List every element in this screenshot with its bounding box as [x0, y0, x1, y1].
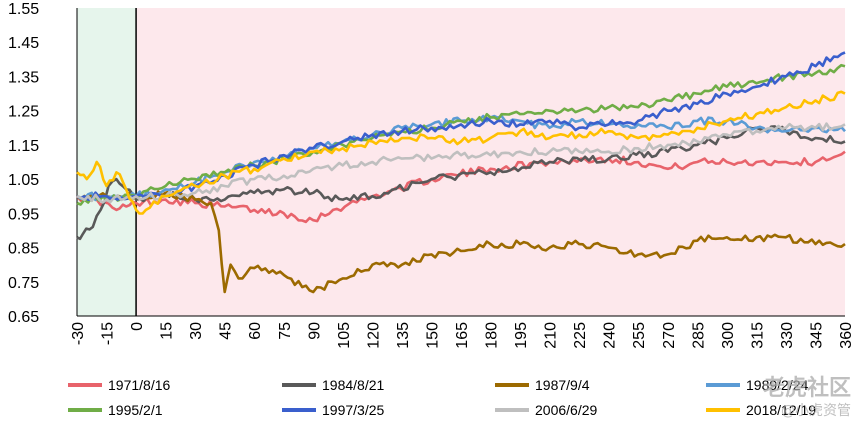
shaded-region-0 — [77, 8, 137, 316]
x-tick-label: 180 — [484, 322, 501, 349]
x-tick-label: 360 — [838, 322, 855, 349]
y-tick-label: 1.15 — [8, 138, 39, 155]
x-tick-label: 45 — [218, 322, 235, 340]
x-tick-label: 255 — [631, 322, 648, 349]
legend-swatch — [706, 408, 740, 412]
x-tick-label: -30 — [70, 322, 87, 345]
legend-swatch — [68, 383, 102, 387]
legend-swatch — [495, 408, 529, 412]
x-tick-label: 300 — [720, 322, 737, 349]
x-tick-label: 210 — [543, 322, 560, 349]
y-tick-label: 1.05 — [8, 172, 39, 189]
legend-item: 1987/9/4 — [495, 374, 590, 396]
x-tick-label: 15 — [159, 322, 176, 340]
watermark-handle: @小虎资管 — [781, 403, 851, 419]
x-tick-label: 225 — [572, 322, 589, 349]
x-tick-label: 195 — [513, 322, 530, 349]
legend-label: 1989/2/24 — [746, 377, 809, 393]
y-tick-label: 1.45 — [8, 35, 39, 52]
series-line-1995/2/1 — [76, 63, 846, 206]
x-tick-label: 345 — [808, 322, 825, 349]
line-chart: 0.65 0.75 0.85 0.95 1.05 1.15 1.25 1.35 1.45 1.55… — [8, 1, 855, 349]
x-tick-label: 330 — [779, 322, 796, 349]
series-line-2006/6/29 — [76, 122, 846, 204]
legend-label: 1987/9/4 — [535, 377, 590, 393]
x-tick-label: 75 — [277, 322, 294, 340]
legend-swatch — [282, 408, 316, 412]
x-tick-label: 135 — [395, 322, 412, 349]
x-tick-label: 165 — [454, 322, 471, 349]
legend-label: 1997/3/25 — [322, 402, 385, 418]
legend-item: 1995/2/1 — [68, 399, 163, 421]
watermark-title: 老虎社区 — [762, 376, 851, 401]
x-tick-label: 0 — [129, 322, 146, 331]
legend-label: 2018/12/19 — [746, 402, 817, 418]
legend-label: 1995/2/1 — [108, 402, 163, 418]
legend-item: 2006/6/29 — [495, 399, 597, 421]
x-tick-label: 240 — [602, 322, 619, 349]
y-tick-label: 1.35 — [8, 69, 39, 86]
x-tick-label: 285 — [690, 322, 707, 349]
x-tick-label: 90 — [306, 322, 323, 340]
series-lines — [76, 51, 846, 294]
series-line-2018/12/19 — [76, 90, 846, 215]
x-tick-label: 150 — [424, 322, 441, 349]
legend: 1971/8/16 1984/8/21 1987/9/4 1989/2/24 1995/… — [0, 374, 863, 428]
legend-label: 2006/6/29 — [535, 402, 598, 418]
legend-item: 1971/8/16 — [68, 374, 170, 396]
legend-item: 1989/2/24 — [706, 374, 808, 396]
y-tick-label: 1.25 — [8, 104, 39, 121]
x-tick-label: 30 — [188, 322, 205, 340]
legend-item: 2018/12/19 — [706, 399, 816, 421]
legend-item: 1997/3/25 — [282, 399, 384, 421]
x-tick-label: 120 — [365, 322, 382, 349]
series-line-1987/9/4 — [76, 190, 846, 294]
legend-item: 1984/8/21 — [282, 374, 384, 396]
x-tick-label: 60 — [247, 322, 264, 340]
legend-label: 1971/8/16 — [108, 377, 171, 393]
legend-swatch — [495, 383, 529, 387]
x-tick-label: -15 — [100, 322, 117, 345]
y-tick-label: 0.95 — [8, 206, 39, 223]
y-tick-label: 0.75 — [8, 275, 39, 292]
legend-swatch — [282, 383, 316, 387]
watermark: 老虎社区 @小虎资管 — [763, 376, 851, 420]
axes — [76, 8, 845, 317]
x-tick-label: 270 — [661, 322, 678, 349]
x-tick-label: 315 — [749, 322, 766, 349]
legend-swatch — [706, 383, 740, 387]
legend-swatch — [68, 408, 102, 412]
y-tick-label: 0.85 — [8, 241, 39, 258]
x-tick-label: 105 — [336, 322, 353, 349]
y-tick-label: 0.65 — [8, 309, 39, 326]
tick-labels: 0.65 0.75 0.85 0.95 1.05 1.15 1.25 1.35 1.45 1.55… — [8, 1, 855, 349]
legend-label: 1984/8/21 — [322, 377, 385, 393]
y-tick-label: 1.55 — [8, 1, 39, 18]
